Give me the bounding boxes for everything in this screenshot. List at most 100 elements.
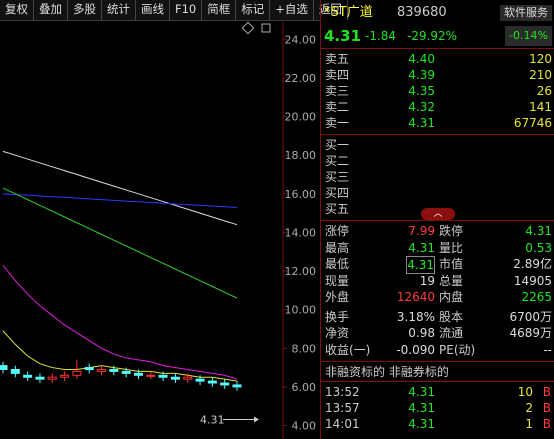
stat-value: 19 — [419, 273, 435, 288]
quote-price-row: 4.31 -1.84 -29.92% -0.14% — [321, 26, 554, 46]
candle-body — [109, 369, 119, 372]
order-label: 卖三 — [325, 84, 350, 98]
order-price: 4.39 — [408, 68, 435, 82]
trade-flag: B — [542, 417, 551, 431]
stat-value: -- — [543, 342, 552, 357]
stat-value: 6700万 — [509, 309, 552, 324]
stat-value: 4689万 — [509, 326, 552, 340]
y-tick-label: 24.00 — [285, 33, 317, 46]
order-volume: 210 — [529, 68, 552, 82]
stat-value: 4.31 — [525, 224, 552, 238]
trade-row: 14:01 4.31 1 B — [321, 416, 554, 432]
y-tick-label: 18.00 — [285, 149, 317, 162]
buy-row: 买二 — [321, 153, 554, 169]
order-price: 4.31 — [408, 116, 435, 130]
candle-body — [72, 370, 82, 376]
stats-row: 外盘 12640 内盘 2265 — [321, 289, 554, 305]
candle-body — [35, 376, 45, 380]
divider — [321, 134, 554, 135]
order-volume: 141 — [529, 100, 552, 114]
ma-line — [2, 264, 238, 380]
candle-body — [146, 374, 156, 377]
order-label: 买二 — [325, 154, 350, 168]
toolbar-button[interactable]: F10 — [170, 0, 203, 20]
stat-label: 换手 — [325, 309, 350, 324]
order-volume: 67746 — [513, 116, 552, 130]
sector[interactable]: 软件服务 — [500, 5, 552, 21]
trade-volume: 1 — [525, 417, 533, 431]
toolbar-button[interactable]: 标记 — [236, 0, 271, 20]
quote-panel: *ST广道 839680 软件服务 4.31 -1.84 -29.92% -0.… — [320, 0, 554, 439]
divider — [321, 220, 554, 221]
stats-row: 涨停 7.99 跌停 4.31 — [321, 223, 554, 239]
change-pct: -29.92% — [407, 29, 458, 43]
order-price: 4.35 — [408, 84, 435, 98]
y-tick-label: 20.00 — [285, 111, 317, 124]
order-label: 卖五 — [325, 52, 350, 66]
diamond-icon[interactable] — [241, 21, 255, 35]
expand-button[interactable]: ︿ — [421, 208, 455, 220]
stock-code: 839680 — [397, 5, 447, 20]
candle-body — [23, 374, 33, 378]
trade-price: 4.31 — [408, 401, 435, 415]
toolbar-button[interactable]: 叠加 — [34, 0, 68, 20]
square-icon[interactable] — [261, 23, 271, 33]
stat-label: 外盘 — [325, 290, 350, 304]
candle-body — [232, 384, 242, 388]
stats-row: 净资 0.98 流通 4689万 — [321, 325, 554, 341]
order-label: 卖四 — [325, 68, 350, 82]
stat-value: 0.98 — [408, 326, 435, 340]
trade-flag: B — [542, 385, 551, 399]
stat-value: -0.090 — [396, 342, 435, 357]
y-tick-label: 22.00 — [285, 72, 317, 85]
trade-volume: 10 — [517, 385, 533, 399]
toolbar-button[interactable]: 统计 — [102, 0, 136, 20]
divider — [321, 48, 554, 49]
y-tick-label: 16.00 — [285, 188, 317, 201]
stat-value: 2.89亿 — [513, 257, 552, 271]
toolbar-button[interactable]: 简框 — [202, 0, 237, 20]
candle-body — [97, 369, 107, 372]
quote-header: *ST广道 839680 软件服务 — [321, 5, 554, 21]
order-label: 卖二 — [325, 100, 350, 114]
toolbar-button[interactable]: 复权 — [0, 0, 34, 20]
kline-chart: 4.00 6.00 8.00 10.00 12.00 14.00 16.00 18.00 20.… — [0, 21, 317, 439]
stat-label: 涨停 — [325, 224, 350, 238]
trade-volume: 2 — [525, 401, 533, 415]
candle-body — [47, 376, 57, 380]
candle-body — [84, 367, 94, 371]
candle-body — [170, 376, 180, 380]
stat-value: 0.53 — [525, 240, 552, 255]
stat-value: 2265 — [521, 290, 552, 304]
stat-label: 市值 — [439, 257, 464, 271]
y-tick-label: 8.00 — [292, 342, 317, 355]
buy-row: 买五 — [321, 201, 554, 217]
stat-label: PE(动) — [439, 342, 476, 357]
toolbar-button[interactable]: 多股 — [68, 0, 102, 20]
stat-value: 12640 — [396, 290, 435, 304]
toolbar-button[interactable]: 返回 — [314, 0, 348, 20]
sell-row: 卖四 4.39 210 — [321, 67, 554, 83]
stat-value: 4.31 — [408, 240, 435, 255]
candle-body — [158, 374, 168, 378]
sell-row: 卖一 4.31 67746 — [321, 115, 554, 131]
order-label: 买五 — [325, 202, 350, 216]
toolbar-button[interactable]: +自选 — [270, 0, 314, 20]
stats-row: 现量 19 总量 14905 — [321, 273, 554, 289]
toolbar-button[interactable]: 画线 — [136, 0, 170, 20]
sell-row: 卖二 4.32 141 — [321, 99, 554, 115]
stat-value: 3.18% — [396, 309, 435, 324]
stats-row: 最低 4.31 市值 2.89亿 — [321, 256, 554, 274]
stats-row: 换手 3.18% 股本 6700万 — [321, 309, 554, 325]
y-tick-label: 10.00 — [285, 304, 317, 317]
trade-price: 4.31 — [408, 417, 435, 431]
candle-body — [195, 378, 205, 382]
y-tick-label: 12.00 — [285, 265, 317, 278]
stat-label: 流通 — [439, 326, 464, 340]
change: -1.84 — [365, 29, 397, 43]
sell-row: 卖三 4.35 26 — [321, 83, 554, 99]
stock-name: *ST广道 — [324, 5, 373, 20]
trade-time: 14:01 — [325, 417, 360, 431]
candle-body — [133, 372, 143, 376]
